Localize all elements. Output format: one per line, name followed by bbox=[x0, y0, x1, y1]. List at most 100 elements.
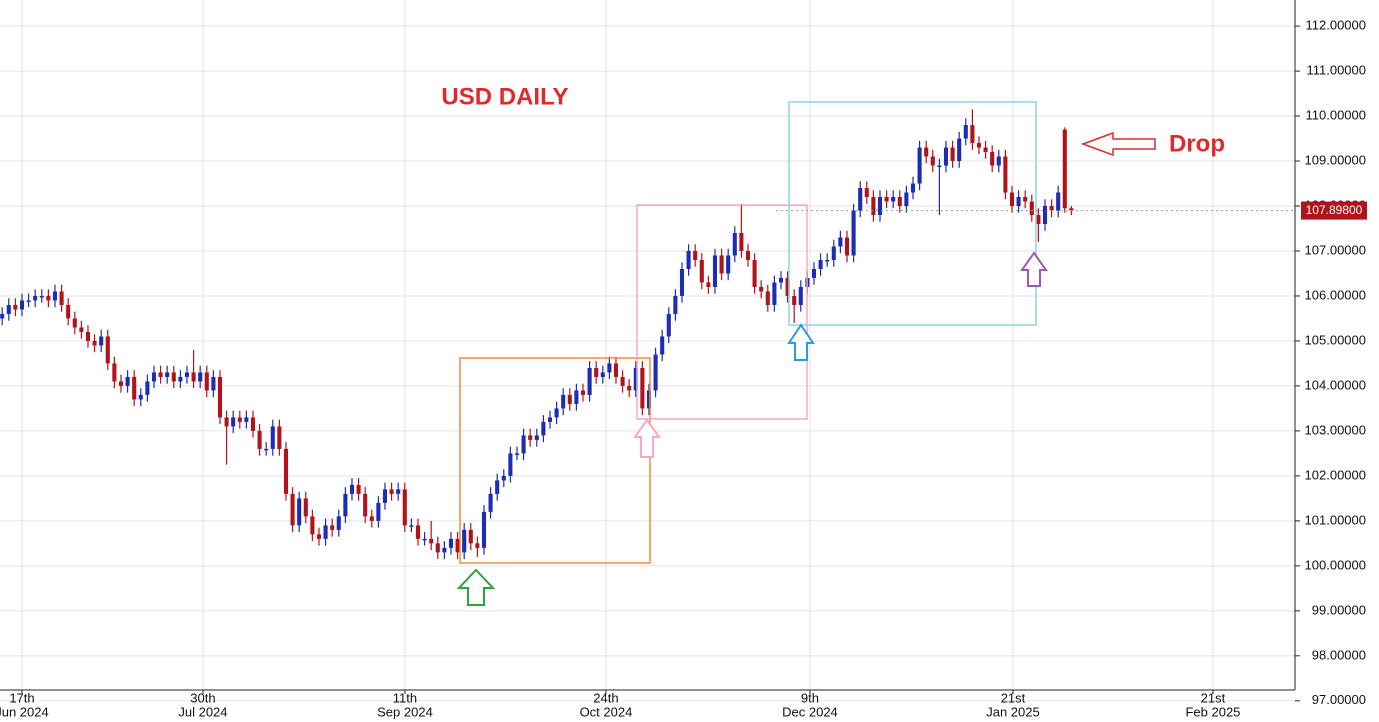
orange-box bbox=[459, 357, 651, 564]
candle-body bbox=[963, 125, 968, 139]
candle-body bbox=[66, 304, 71, 319]
x-tick-sublabel: Jan 2025 bbox=[986, 704, 1040, 719]
candle-body bbox=[158, 372, 163, 377]
candle-body bbox=[745, 250, 751, 260]
y-tick-label: 101.00000 bbox=[1305, 512, 1366, 527]
candle-body bbox=[0, 313, 5, 319]
candle-body bbox=[627, 385, 632, 391]
candle-body bbox=[118, 381, 124, 386]
candle-body bbox=[719, 255, 724, 274]
candle-body bbox=[917, 147, 922, 184]
candle-body bbox=[534, 435, 539, 440]
candle-body bbox=[290, 493, 295, 526]
candle-body bbox=[52, 291, 58, 301]
blue-arrow bbox=[787, 323, 815, 361]
candle-body bbox=[455, 538, 460, 553]
candle-body bbox=[501, 475, 506, 481]
candle-body bbox=[607, 363, 612, 373]
candle-body bbox=[910, 183, 916, 193]
candle-body bbox=[1036, 215, 1041, 225]
candle-body bbox=[514, 453, 520, 455]
candle-body bbox=[877, 197, 883, 216]
plot-area bbox=[0, 109, 1074, 560]
candle-body bbox=[462, 529, 467, 553]
x-tick-label: 30th bbox=[190, 690, 215, 705]
candle-body bbox=[1023, 197, 1028, 202]
candle-body bbox=[270, 426, 275, 449]
candle-body bbox=[666, 313, 671, 337]
candle-body bbox=[250, 417, 256, 431]
candle-body bbox=[811, 268, 817, 278]
candle-body bbox=[1056, 192, 1061, 211]
candle-body bbox=[772, 282, 777, 305]
candle-body bbox=[739, 232, 744, 251]
candle-body bbox=[699, 259, 704, 283]
drop-arrow bbox=[1080, 131, 1156, 157]
candle-body bbox=[679, 268, 685, 296]
candle-body bbox=[257, 430, 262, 449]
candle-body bbox=[85, 331, 91, 341]
candle-body bbox=[99, 336, 104, 346]
candle-body bbox=[495, 480, 500, 494]
candle-body bbox=[633, 367, 638, 391]
candle-body bbox=[39, 295, 44, 298]
candle-body bbox=[409, 525, 414, 527]
candle-body bbox=[125, 376, 130, 386]
candle-body bbox=[996, 156, 1001, 166]
candle-body bbox=[151, 372, 157, 382]
candle-body bbox=[574, 390, 579, 404]
candle-body bbox=[897, 197, 902, 207]
candle-body bbox=[323, 525, 328, 539]
candle-body bbox=[429, 538, 434, 544]
last-price-box bbox=[1301, 201, 1367, 220]
candle-body bbox=[640, 367, 645, 409]
candle-body bbox=[33, 295, 38, 301]
candle-body bbox=[693, 250, 698, 260]
candle-body bbox=[1069, 208, 1074, 211]
candle-body bbox=[481, 511, 487, 548]
x-tick-label: 21st bbox=[1201, 690, 1226, 705]
candle-body bbox=[231, 417, 236, 427]
candle-body bbox=[92, 340, 97, 346]
candle-body bbox=[554, 408, 559, 418]
candle-body bbox=[884, 197, 889, 202]
candle-body bbox=[382, 489, 388, 503]
candle-body bbox=[1062, 129, 1067, 209]
chart-title: USD DAILY bbox=[441, 83, 568, 110]
candle-body bbox=[145, 381, 150, 395]
annotation: Drop bbox=[1169, 130, 1225, 157]
y-tick-label: 107.00000 bbox=[1305, 242, 1366, 257]
candle-body bbox=[930, 156, 935, 166]
candle-body bbox=[600, 372, 605, 377]
candle-body bbox=[217, 376, 223, 418]
candle-body bbox=[904, 192, 909, 207]
candle-body bbox=[976, 143, 982, 148]
candle-body bbox=[653, 354, 658, 391]
candle-body bbox=[521, 435, 526, 454]
x-tick-label: 24th bbox=[593, 690, 618, 705]
y-tick-label: 97.00000 bbox=[1312, 692, 1366, 707]
y-tick-label: 104.00000 bbox=[1305, 377, 1366, 392]
y-tick-label: 110.00000 bbox=[1306, 107, 1367, 122]
candle-body bbox=[336, 516, 341, 530]
candle-body bbox=[871, 197, 876, 216]
candle-body bbox=[646, 390, 652, 409]
candle-body bbox=[844, 237, 850, 256]
candle-body bbox=[19, 300, 25, 310]
candle-body bbox=[46, 295, 51, 301]
candle-body bbox=[112, 363, 117, 382]
candle-body bbox=[547, 417, 553, 422]
candle-body bbox=[244, 417, 249, 422]
candle-body bbox=[442, 547, 447, 553]
candle-body bbox=[488, 493, 493, 512]
candle-body bbox=[277, 426, 282, 449]
y-tick-label: 109.00000 bbox=[1305, 152, 1366, 167]
candle-body bbox=[858, 188, 863, 211]
y-tick-label: 100.00000 bbox=[1305, 557, 1366, 572]
candle-body bbox=[6, 304, 11, 314]
candle-body bbox=[957, 138, 962, 162]
candle-body bbox=[851, 210, 856, 256]
candle-body bbox=[706, 282, 711, 287]
candle-body bbox=[752, 259, 757, 287]
